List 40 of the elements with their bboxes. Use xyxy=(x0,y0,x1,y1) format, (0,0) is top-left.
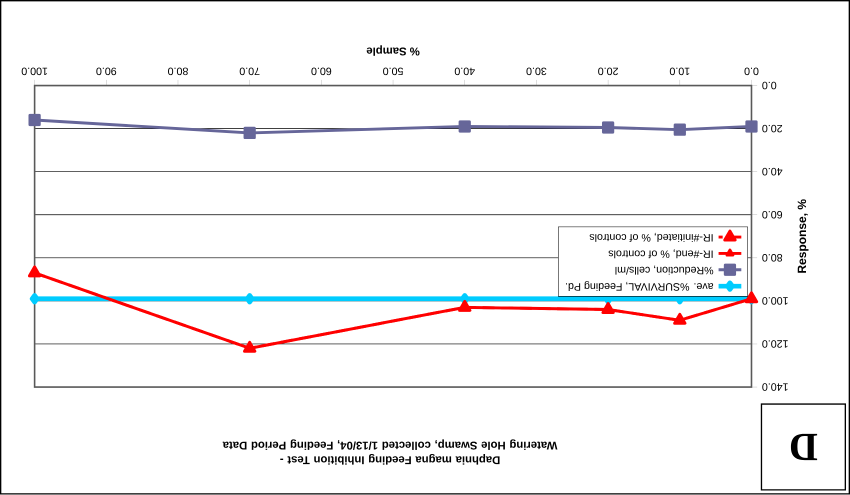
point xyxy=(674,124,686,136)
legend-label: IR-#end, % of controls xyxy=(608,249,713,258)
y-tick-label: 120.0 xyxy=(762,340,788,348)
x-tick-label: 20.0 xyxy=(598,68,618,76)
y-tick-label: 80.0 xyxy=(762,254,782,262)
x-tick-label: 100.0 xyxy=(22,68,48,76)
legend-label: ave. %SURVIVAL, Feeding Pd. xyxy=(566,281,714,292)
legend-label: %Reduction, cells/ml xyxy=(615,266,714,275)
x-tick-label: 30.0 xyxy=(526,68,546,76)
point xyxy=(673,313,686,325)
point xyxy=(244,293,254,305)
point xyxy=(458,300,472,312)
y-tick-label: 140.0 xyxy=(762,384,788,392)
point xyxy=(28,114,41,126)
x-tick-label: 50.0 xyxy=(383,68,403,76)
y-axis-title: Response, % xyxy=(798,200,808,273)
point xyxy=(601,302,615,314)
point xyxy=(28,266,42,278)
x-tick-label: 0.0 xyxy=(744,68,758,76)
legend-label: IR-#initiated, % of controls xyxy=(590,233,713,242)
y-tick-label: 60.0 xyxy=(762,211,782,219)
point xyxy=(458,120,471,133)
point xyxy=(745,120,758,133)
x-tick-label: 80.0 xyxy=(168,68,188,76)
x-axis-title: % Sample xyxy=(366,45,420,56)
x-tick-label: 10.0 xyxy=(670,68,690,76)
y-tick-label: 100.0 xyxy=(762,297,788,305)
x-tick-label: 90.0 xyxy=(96,68,116,76)
point xyxy=(30,293,40,305)
point xyxy=(243,341,256,353)
point xyxy=(244,127,256,140)
x-tick-label: 40.0 xyxy=(454,68,475,76)
y-tick-label: 20.0 xyxy=(762,125,782,133)
y-tick-label: 40.0 xyxy=(762,168,782,176)
text: Daphnia magna Feeding Inhibition Test - Watering Hole Swamp, collected 1/13/04, Feeding Period Data xyxy=(222,440,558,465)
y-tick-label: 0.0 xyxy=(762,82,776,90)
text: D xyxy=(790,434,818,460)
point xyxy=(602,122,614,134)
x-tick-label: 60.0 xyxy=(311,68,332,76)
x-tick-label: 70.0 xyxy=(240,68,260,76)
